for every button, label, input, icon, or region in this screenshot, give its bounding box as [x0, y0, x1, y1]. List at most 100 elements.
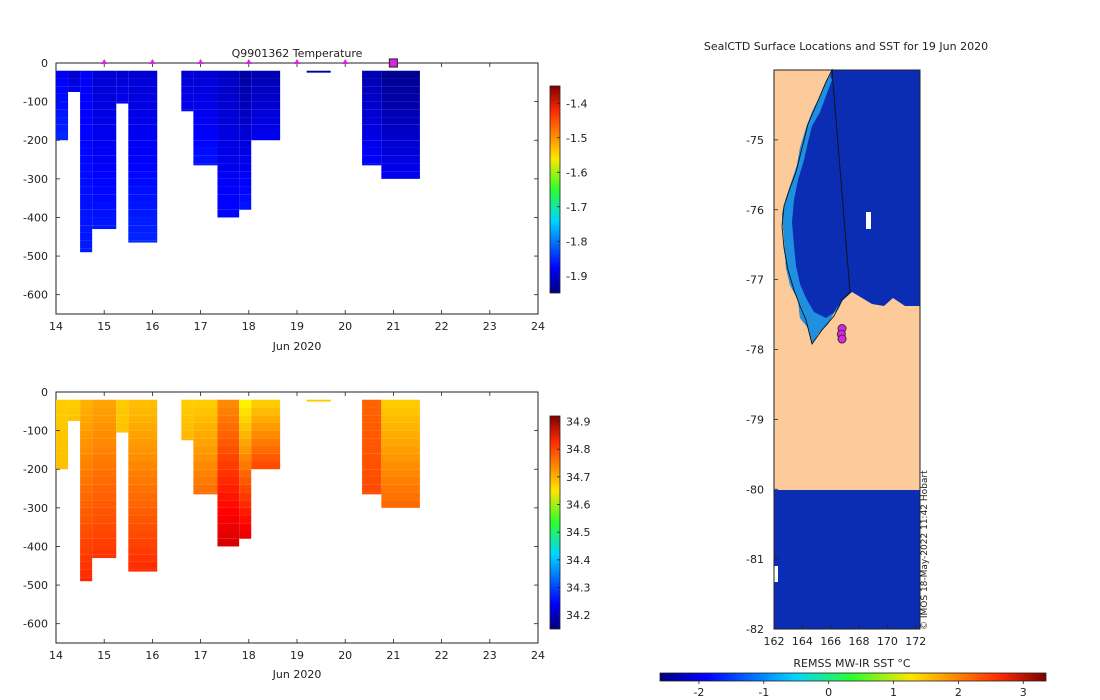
map-colorbar-tick-label: 3	[1020, 686, 1027, 699]
profile-12-cell	[362, 438, 382, 447]
profile-7-cell	[193, 438, 218, 447]
profile-8-cell	[217, 507, 240, 516]
profile-2-cell	[80, 178, 93, 187]
profile-10-cell	[251, 438, 281, 447]
profile-7-cell	[193, 163, 218, 166]
profile-2-cell	[80, 546, 93, 555]
profile-8-cell	[217, 78, 240, 87]
profile-6-cell	[181, 399, 194, 408]
profile-2-cell	[80, 430, 93, 439]
profile-2-cell	[80, 155, 93, 164]
profile-8-cell	[217, 492, 240, 501]
colorbar-tick-label: 34.9	[566, 416, 591, 429]
salinity-cells	[56, 399, 420, 582]
profile-6-cell	[181, 415, 194, 423]
temperature-colorbar	[549, 85, 561, 294]
profile-2-cell	[80, 232, 93, 241]
profile-9-cell	[239, 438, 252, 447]
profile-4-cell	[116, 101, 129, 104]
x-tick-label: 20	[338, 649, 352, 662]
map-colorbar-ticks: -2 -1 0 1 2 3	[693, 681, 1027, 699]
map-x-tick-label: 162	[764, 635, 785, 648]
profile-10-cell	[251, 399, 281, 408]
map-credit: © IMOS 18-May-2022 11:42 Hobart	[920, 470, 930, 630]
profile-8-cell	[217, 171, 240, 179]
profile-0-cell	[56, 117, 69, 125]
profile-5-cell	[128, 101, 158, 110]
profile-5-cell	[128, 194, 158, 203]
profile-8-cell	[217, 500, 240, 508]
profile-13-cell	[381, 155, 420, 164]
profile-12-cell	[362, 476, 382, 485]
profile-2-cell	[80, 194, 93, 203]
profile-9-cell	[239, 492, 252, 501]
x-tick-label: 18	[242, 320, 256, 333]
map-coastal-band	[782, 76, 842, 344]
profile-9-cell	[239, 399, 252, 408]
profile-12-cell	[362, 70, 382, 79]
profile-3-cell	[92, 469, 117, 477]
profile-3-cell	[92, 225, 117, 230]
profile-7-cell	[193, 93, 218, 102]
profile-12-cell	[362, 469, 382, 477]
profile-0-cell	[56, 78, 69, 87]
y-tick-label: -200	[23, 134, 48, 147]
profile-3-cell	[92, 147, 117, 156]
profile-9-cell	[239, 101, 252, 110]
profile-13-cell	[381, 492, 420, 501]
profile-3-cell	[92, 415, 117, 423]
profile-5-cell	[128, 546, 158, 555]
profile-8-cell	[217, 476, 240, 485]
profile-8-cell	[217, 438, 240, 447]
profile-5-cell	[128, 155, 158, 164]
profile-12-cell	[362, 86, 382, 94]
profile-13-cell	[381, 476, 420, 485]
profile-5-cell	[128, 93, 158, 102]
profile-8-cell	[217, 538, 240, 547]
profile-3-cell	[92, 117, 117, 125]
profile-8-cell	[217, 422, 240, 431]
x-tick-label: 21	[386, 320, 400, 333]
profile-5-cell	[128, 124, 158, 133]
profile-2-cell	[80, 453, 93, 462]
x-tick-label: 22	[435, 649, 449, 662]
profile-5-cell	[128, 422, 158, 431]
colorbar-tick-label: 34.2	[566, 609, 591, 622]
profile-9-cell	[239, 194, 252, 203]
profile-7-cell	[193, 140, 218, 148]
profile-9-cell	[239, 124, 252, 133]
profile-5-cell	[128, 117, 158, 125]
profile-10-cell	[251, 117, 281, 125]
colorbar-tick-label: 34.7	[566, 471, 591, 484]
profile-2-cell	[80, 209, 93, 218]
profile-3-cell	[92, 209, 117, 218]
profile-8-cell	[217, 155, 240, 164]
surface-marker	[245, 59, 252, 64]
profile-0-cell	[56, 438, 69, 447]
profile-6-cell	[181, 101, 194, 110]
map-colorbar-label: REMSS MW-IR SST °C	[793, 657, 911, 670]
profile-5-cell	[128, 492, 158, 501]
profile-8-cell	[217, 109, 240, 118]
profile-2-cell	[80, 415, 93, 423]
profile-10-cell	[251, 132, 281, 141]
profile-13-cell	[381, 415, 420, 423]
profile-2-cell	[80, 438, 93, 447]
profile-6-cell	[181, 93, 194, 102]
profile-7-cell	[193, 70, 218, 79]
map-colorbar-tick-label: 0	[825, 686, 832, 699]
profile-7-cell	[193, 492, 218, 495]
profile-0-cell	[56, 453, 69, 462]
profile-5-cell	[128, 232, 158, 241]
profile-7-cell	[193, 476, 218, 485]
profile-3-cell	[92, 438, 117, 447]
profile-5-cell	[128, 78, 158, 87]
y-tick-label: -400	[23, 540, 48, 553]
map-colorbar	[659, 672, 1047, 682]
map-title: SealCTD Surface Locations and SST for 19…	[704, 40, 988, 53]
profile-3-cell	[92, 461, 117, 470]
profile-5-cell	[128, 171, 158, 179]
profile-8-cell	[217, 86, 240, 94]
profile-5-cell	[128, 476, 158, 485]
profile-7-cell	[193, 124, 218, 133]
